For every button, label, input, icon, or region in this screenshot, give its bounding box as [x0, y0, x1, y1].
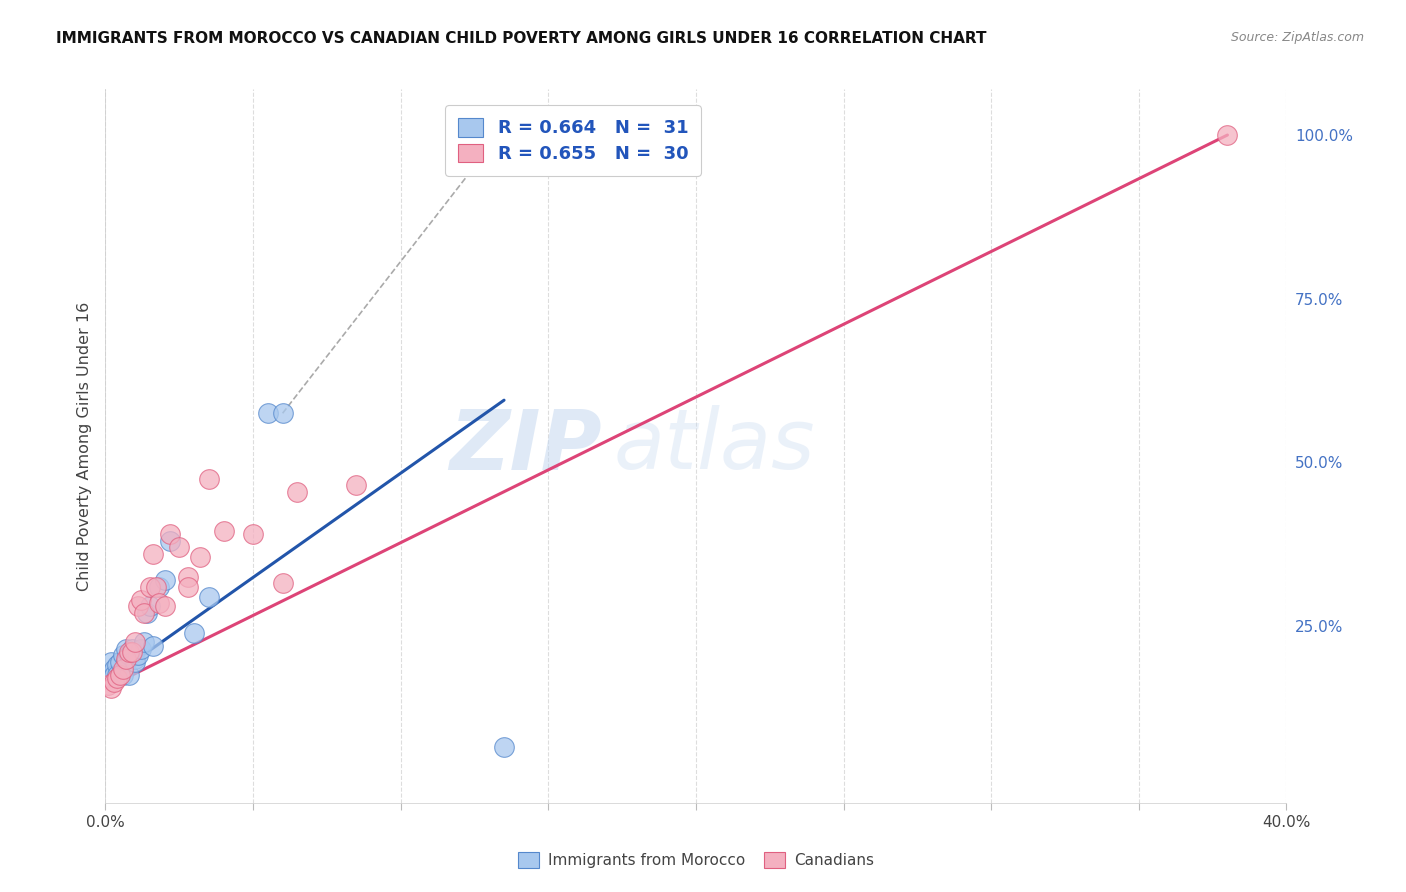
Point — [142, 547, 165, 561]
Point — [1216, 128, 1239, 142]
Point — [127, 599, 149, 614]
Point — [183, 625, 205, 640]
Point — [197, 472, 219, 486]
Point — [110, 668, 132, 682]
Point — [124, 652, 146, 666]
Point — [115, 642, 138, 657]
Text: atlas: atlas — [613, 406, 815, 486]
Point — [118, 645, 141, 659]
Point — [177, 570, 200, 584]
Point — [97, 668, 120, 682]
Point — [112, 648, 135, 663]
Point — [138, 580, 162, 594]
Text: IMMIGRANTS FROM MOROCCO VS CANADIAN CHILD POVERTY AMONG GIRLS UNDER 16 CORRELATI: IMMIGRANTS FROM MOROCCO VS CANADIAN CHIL… — [56, 31, 987, 46]
Point — [105, 672, 128, 686]
Point — [115, 655, 138, 669]
Point — [132, 606, 155, 620]
Text: Source: ZipAtlas.com: Source: ZipAtlas.com — [1230, 31, 1364, 45]
Point — [100, 655, 122, 669]
Point — [112, 662, 135, 676]
Point — [159, 533, 181, 548]
Point — [112, 668, 135, 682]
Point — [148, 596, 170, 610]
Point — [271, 576, 294, 591]
Point — [121, 642, 143, 657]
Point — [118, 668, 141, 682]
Point — [132, 635, 155, 649]
Point — [127, 648, 149, 663]
Point — [148, 580, 170, 594]
Point — [212, 524, 235, 538]
Text: ZIP: ZIP — [449, 406, 602, 486]
Point — [153, 599, 176, 614]
Point — [153, 573, 176, 587]
Point — [121, 645, 143, 659]
Point — [142, 639, 165, 653]
Legend: Immigrants from Morocco, Canadians: Immigrants from Morocco, Canadians — [509, 843, 883, 877]
Point — [271, 406, 294, 420]
Point — [115, 652, 138, 666]
Point — [169, 541, 191, 555]
Point — [105, 658, 128, 673]
Point — [129, 592, 152, 607]
Point — [103, 668, 125, 682]
Point — [135, 606, 157, 620]
Point — [346, 478, 368, 492]
Point — [159, 527, 181, 541]
Y-axis label: Child Poverty Among Girls Under 16: Child Poverty Among Girls Under 16 — [76, 301, 91, 591]
Point — [97, 678, 120, 692]
Point — [124, 635, 146, 649]
Point — [110, 655, 132, 669]
Point — [124, 655, 146, 669]
Point — [100, 681, 122, 696]
Point — [138, 599, 162, 614]
Point — [197, 590, 219, 604]
Point — [105, 668, 128, 682]
Point — [145, 580, 167, 594]
Point — [256, 406, 278, 420]
Point — [103, 662, 125, 676]
Point — [188, 550, 211, 565]
Point — [177, 580, 200, 594]
Point — [242, 527, 264, 541]
Point — [103, 674, 125, 689]
Point — [287, 484, 309, 499]
Point — [492, 740, 515, 755]
Point — [129, 642, 152, 657]
Point — [110, 668, 132, 682]
Point — [118, 648, 141, 663]
